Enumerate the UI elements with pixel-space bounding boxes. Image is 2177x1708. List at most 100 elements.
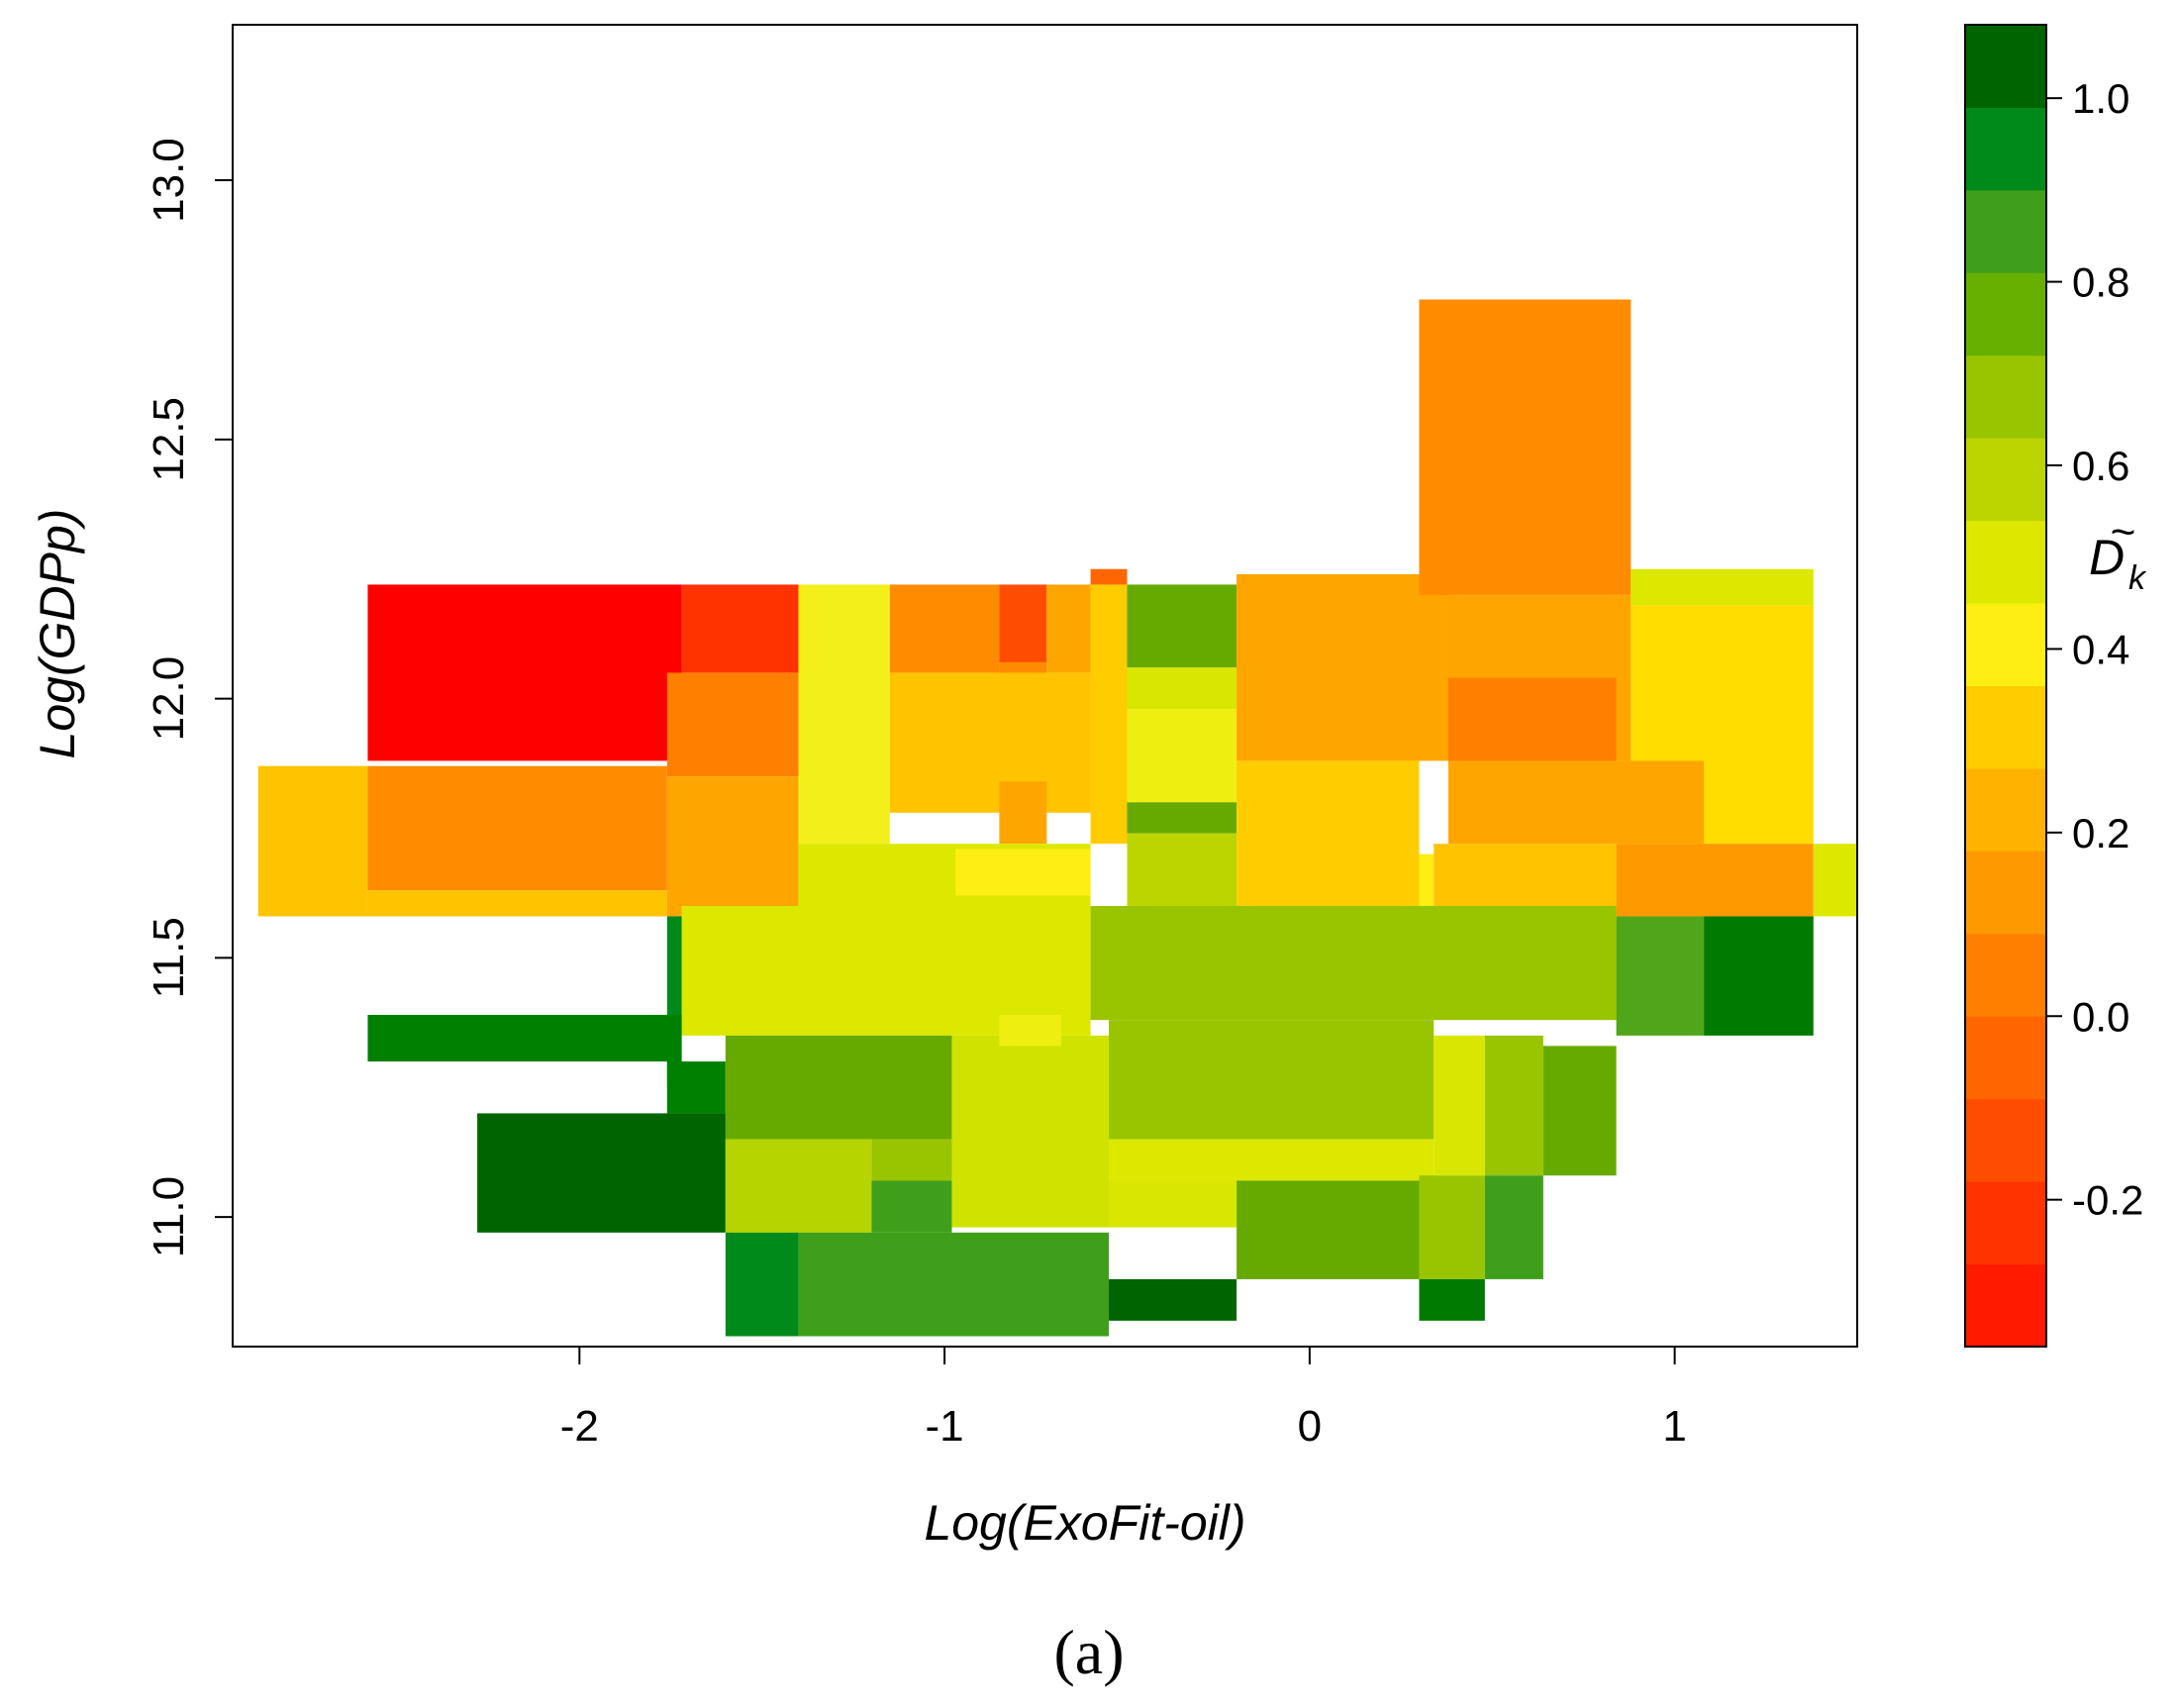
heatmap-cell <box>889 584 1000 673</box>
y-tick-label: 12.0 <box>145 656 193 742</box>
heatmap-cell <box>1109 1139 1435 1181</box>
colorbar-bin <box>1965 1263 2046 1348</box>
y-tick-label: 11.0 <box>145 1176 193 1257</box>
heatmap-cell <box>1046 584 1091 673</box>
colorbar-frame <box>1964 24 2047 1348</box>
x-tick-label: 1 <box>1662 1402 1686 1451</box>
heatmap-cell <box>681 584 799 673</box>
heatmap-cell <box>999 1014 1062 1047</box>
x-tick-label: 0 <box>1298 1402 1322 1451</box>
y-tick-label: 12.5 <box>145 397 193 482</box>
colorbar-bin <box>1965 933 2046 1017</box>
heatmap-cell <box>1127 709 1237 803</box>
colorbar-label-main: D <box>2089 530 2125 585</box>
y-axis: 11.0 11.5 12.0 12.5 13.0 <box>145 138 234 1257</box>
heatmap-cell <box>1704 916 1814 1036</box>
colorbar-tick-label: 0.4 <box>2072 626 2129 672</box>
heatmap-cell <box>1447 760 1705 845</box>
x-axis: -2 -1 0 1 <box>560 1346 1687 1451</box>
heatmap-cell <box>1109 1020 1435 1140</box>
colorbar-bin <box>1965 685 2046 769</box>
heatmap-cell <box>999 781 1047 845</box>
colorbar-bin <box>1965 189 2046 273</box>
heatmap-cell <box>1447 677 1617 761</box>
heatmap-cell <box>477 1113 726 1233</box>
heatmap-cell <box>1616 916 1705 1036</box>
heatmap-cell <box>666 1061 726 1114</box>
heatmap-cell <box>1127 833 1237 906</box>
y-axis-label: Log(GDPp) <box>30 509 85 759</box>
heatmap-cell <box>889 672 1091 813</box>
heatmap-cell <box>725 1035 952 1140</box>
heatmap-cell <box>1484 1175 1543 1279</box>
colorbar-bin <box>1965 438 2046 522</box>
heatmap-cell <box>1127 667 1237 710</box>
colorbar-label-accent: ~ <box>2110 508 2135 556</box>
y-tick-label: 11.5 <box>145 917 193 998</box>
heatmap-cell <box>725 1232 799 1337</box>
heatmap-cell <box>1813 844 1857 917</box>
heatmap-cells <box>257 299 1857 1337</box>
heatmap-cell <box>1542 1046 1617 1176</box>
heatmap-cell <box>257 765 368 917</box>
heatmap-cell <box>666 776 799 917</box>
heatmap-cell <box>1419 299 1632 595</box>
heatmap-cell <box>1127 584 1237 668</box>
colorbar-label: ~ D k <box>2089 508 2147 597</box>
heatmap-cell <box>1090 584 1128 845</box>
colorbar-tick-label: 0.0 <box>2072 993 2129 1040</box>
heatmap-cell <box>1616 844 1814 917</box>
colorbar-bin <box>1965 354 2046 439</box>
heatmap-cell <box>955 849 1091 896</box>
x-axis-label: Log(ExoFit-oil) <box>924 1495 1245 1551</box>
colorbar-bin <box>1965 272 2046 356</box>
heatmap-cell <box>1109 1180 1237 1228</box>
heatmap-cell <box>725 1139 872 1233</box>
heatmap-cell <box>367 890 667 917</box>
heatmap-cell <box>1127 802 1237 834</box>
colorbar-tick-label: -0.2 <box>2072 1177 2143 1224</box>
heatmap-cell <box>871 1139 952 1181</box>
heatmap-cell <box>798 1232 1110 1337</box>
heatmap-cell <box>1434 1035 1485 1176</box>
figure-caption: (a) <box>1053 1617 1124 1687</box>
heatmap-cell <box>1237 573 1448 761</box>
colorbar-tick-label: 0.2 <box>2072 810 2129 856</box>
heatmap-cell <box>367 1014 682 1062</box>
heatmap-cell <box>1419 854 1435 906</box>
colorbar-bin <box>1965 851 2046 935</box>
heatmap-cell <box>1237 1180 1420 1279</box>
heatmap-cell <box>367 765 667 891</box>
heatmap-cell <box>1419 1175 1485 1279</box>
colorbar: -0.2 0.0 0.2 0.4 0.6 0.8 1.0 <box>1964 24 2143 1348</box>
heatmap-cell <box>1419 1278 1485 1321</box>
y-tick-label: 13.0 <box>145 138 193 223</box>
heatmap-cell <box>1484 1035 1543 1176</box>
heatmap-cell <box>1090 568 1128 585</box>
colorbar-bin <box>1965 107 2046 191</box>
heatmap-cell <box>1109 1278 1237 1321</box>
heatmap-cell <box>1434 844 1617 906</box>
heatmap-cell <box>999 584 1047 662</box>
colorbar-bin <box>1965 1181 2046 1265</box>
heatmap-cell <box>1631 568 1814 606</box>
colorbar-bin <box>1965 1098 2046 1182</box>
colorbar-bin <box>1965 767 2046 852</box>
heatmap-cell <box>798 584 890 845</box>
heatmap-cell <box>666 672 799 777</box>
x-tick-label: -1 <box>926 1402 964 1451</box>
colorbar-label-sub: k <box>2128 559 2147 597</box>
heatmap-cell <box>871 1180 952 1233</box>
colorbar-tick-label: 1.0 <box>2072 75 2129 122</box>
colorbar-tick-label: 0.6 <box>2072 443 2129 489</box>
heatmap-cell <box>951 1035 1110 1228</box>
colorbar-bin <box>1965 1016 2046 1100</box>
x-tick-label: -2 <box>560 1402 599 1451</box>
colorbar-bin <box>1965 520 2046 604</box>
heatmap-cell <box>1237 760 1420 906</box>
heatmap-cell <box>681 906 1091 1036</box>
colorbar-tick-label: 0.8 <box>2072 259 2129 306</box>
colorbar-bin <box>1965 25 2046 108</box>
